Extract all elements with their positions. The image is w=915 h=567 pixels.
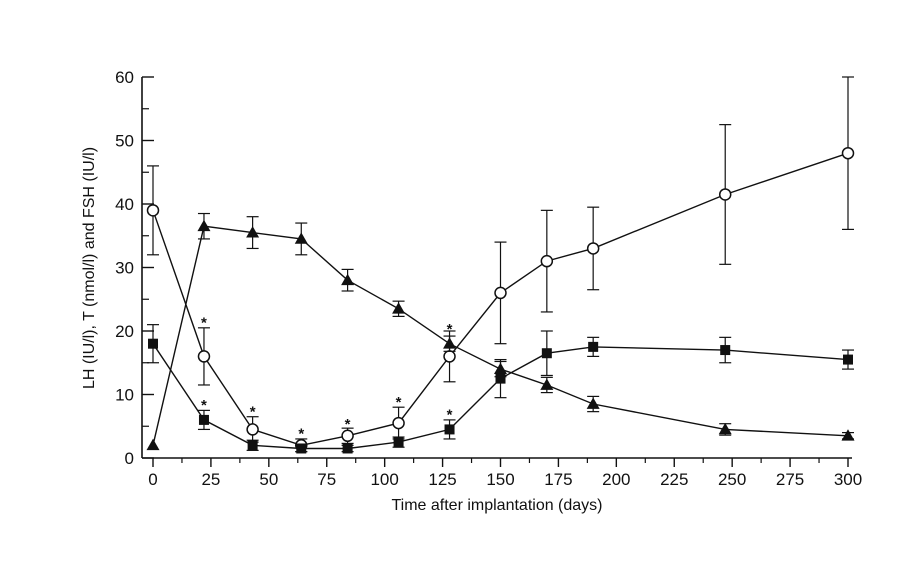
y-tick-label: 20 bbox=[115, 322, 134, 341]
x-tick-label: 250 bbox=[718, 470, 746, 489]
data-point-circle bbox=[392, 416, 405, 430]
x-tick-label: 225 bbox=[660, 470, 688, 489]
data-point-circle bbox=[197, 350, 211, 363]
series-line bbox=[152, 343, 849, 450]
series-layer bbox=[146, 76, 855, 454]
data-point-circle bbox=[443, 350, 456, 363]
data-point-square bbox=[541, 348, 552, 359]
series-line bbox=[152, 225, 849, 446]
data-point-triangle bbox=[246, 226, 260, 238]
data-point-square bbox=[843, 354, 853, 365]
data-point-triangle bbox=[586, 397, 600, 409]
significance-asterisk: * bbox=[298, 426, 304, 443]
y-tick-label: 60 bbox=[115, 68, 134, 87]
y-axis-title: LH (IU/l), T (nmol/l) and FSH (IU/l) bbox=[81, 147, 98, 389]
x-tick-label: 150 bbox=[486, 470, 514, 489]
x-tick-label: 25 bbox=[201, 470, 220, 489]
series-filled-triangle bbox=[146, 212, 855, 451]
data-point-circle bbox=[341, 429, 354, 443]
data-point-square bbox=[444, 424, 455, 435]
x-tick-label: 175 bbox=[544, 470, 572, 489]
data-point-square bbox=[148, 338, 158, 349]
x-tick-label: 125 bbox=[428, 470, 456, 489]
data-point-square bbox=[720, 345, 731, 356]
data-point-circle bbox=[718, 188, 732, 201]
y-tick-label: 50 bbox=[115, 132, 134, 151]
data-point-circle bbox=[494, 286, 507, 300]
x-tick-label: 200 bbox=[602, 470, 630, 489]
data-point-square bbox=[342, 443, 353, 454]
y-tick-label: 30 bbox=[115, 259, 134, 278]
y-tick-label: 10 bbox=[115, 386, 134, 405]
annotation-layer: * * * * * * * * bbox=[201, 314, 453, 442]
x-tick-label: 75 bbox=[317, 470, 336, 489]
data-point-square bbox=[247, 440, 258, 451]
significance-asterisk: * bbox=[201, 397, 207, 414]
significance-asterisk: * bbox=[447, 407, 453, 424]
significance-asterisk: * bbox=[250, 403, 256, 420]
data-point-circle bbox=[841, 146, 855, 160]
data-point-triangle bbox=[197, 219, 211, 232]
x-tick-label: 275 bbox=[776, 470, 804, 489]
data-point-square bbox=[495, 373, 506, 384]
data-point-triangle bbox=[540, 378, 554, 390]
data-point-square bbox=[393, 437, 404, 448]
data-point-triangle bbox=[341, 273, 355, 286]
y-tick-label: 40 bbox=[115, 195, 134, 214]
series-filled-square bbox=[147, 324, 854, 454]
significance-asterisk: * bbox=[447, 321, 453, 338]
significance-asterisk: * bbox=[396, 394, 402, 411]
data-point-triangle bbox=[392, 302, 406, 314]
significance-asterisk: * bbox=[201, 314, 207, 331]
data-point-triangle bbox=[146, 438, 160, 451]
data-point-circle bbox=[146, 204, 160, 217]
data-point-triangle bbox=[718, 422, 732, 435]
axes: 0 10 20 30 40 50 60 0 25 50 75 100 125 150 175 200 225 25… bbox=[115, 68, 862, 489]
data-point-circle bbox=[540, 254, 554, 268]
x-tick-label: 50 bbox=[259, 470, 278, 489]
x-tick-label: 300 bbox=[834, 470, 862, 489]
significance-asterisk: * bbox=[345, 416, 351, 433]
data-point-circle bbox=[586, 242, 600, 255]
series-line bbox=[152, 152, 849, 447]
data-point-square bbox=[296, 443, 307, 454]
data-point-circle bbox=[246, 423, 259, 436]
x-axis-title: Time after implantation (days) bbox=[391, 497, 602, 514]
data-point-triangle bbox=[841, 429, 855, 441]
data-point-square bbox=[198, 414, 209, 425]
data-point-square bbox=[588, 341, 599, 352]
data-point-triangle bbox=[294, 232, 308, 244]
data-point-triangle bbox=[443, 337, 457, 349]
y-tick-label: 0 bbox=[125, 449, 134, 468]
x-tick-label: 100 bbox=[370, 470, 398, 489]
x-tick-label: 0 bbox=[148, 470, 157, 489]
